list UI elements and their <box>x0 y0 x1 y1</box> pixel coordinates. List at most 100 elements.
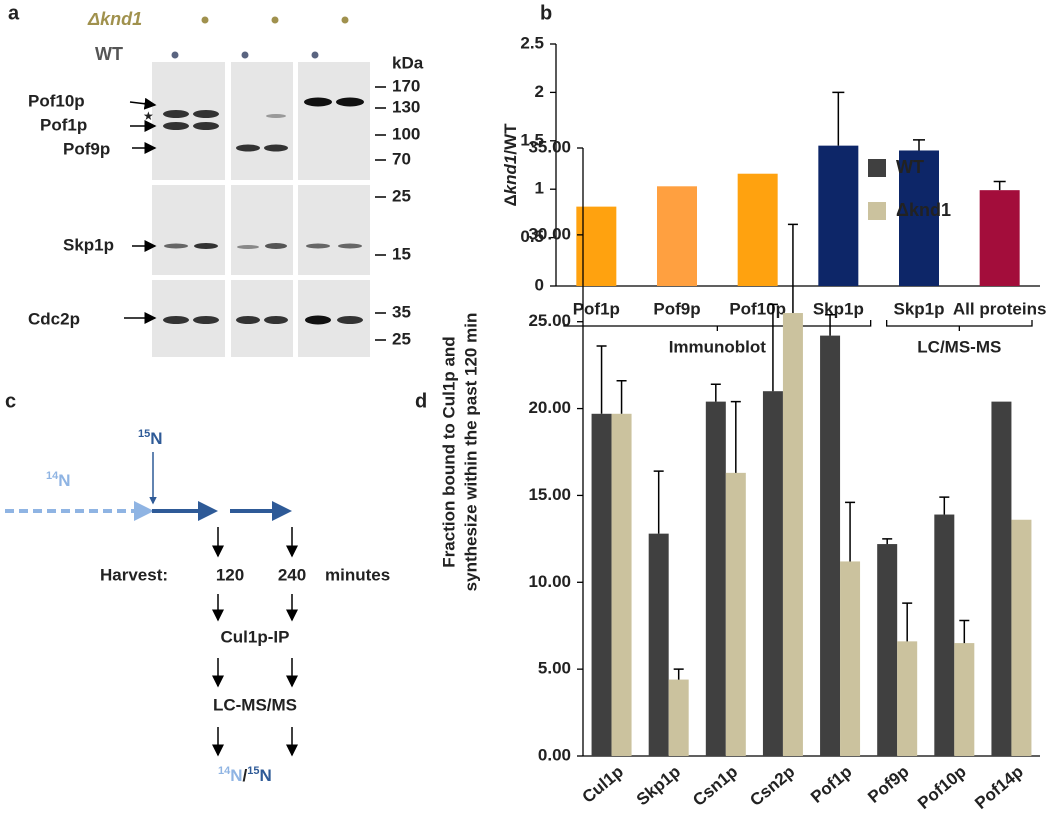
bar <box>782 313 803 756</box>
harvest-label: Harvest: <box>100 565 168 584</box>
bar <box>934 514 955 756</box>
protein-label: Cdc2p <box>28 309 80 328</box>
bar <box>725 472 746 756</box>
bar <box>648 533 669 756</box>
error-bar <box>787 223 798 314</box>
y-tick-label: 10.00 <box>528 572 571 591</box>
y-axis-label: synthesize within the past 120 min <box>461 313 480 592</box>
bar <box>576 206 617 286</box>
y-tick-label: 2.5 <box>520 33 544 52</box>
bar <box>611 413 632 756</box>
panel-label: b <box>540 2 552 24</box>
protein-label: Pof1p <box>40 115 87 134</box>
y-tick-label: 1.5 <box>520 130 544 149</box>
x-tick-label: Csn2p <box>746 762 798 810</box>
legend-label: Δknd1 <box>896 200 951 220</box>
x-tick-label: Pof9p <box>653 299 700 318</box>
x-tick-label: Pof1p <box>573 299 620 318</box>
bar <box>877 544 898 756</box>
blot-bands <box>163 97 364 325</box>
isotope-label: 14N <box>46 470 71 491</box>
panel-label: c <box>5 390 16 412</box>
blot-panel: Δknd1 WT kDa 170 130 100 <box>28 9 424 357</box>
error-bar <box>832 91 845 146</box>
step-label: Cul1p-IP <box>221 627 290 646</box>
unit-label: minutes <box>325 565 390 584</box>
star: ★ <box>143 109 154 123</box>
y-tick-label: 35.00 <box>528 137 571 156</box>
bar <box>979 190 1020 286</box>
bar <box>820 335 841 756</box>
error-bar <box>939 496 950 515</box>
x-tick-label: Skp1p <box>813 299 864 318</box>
marker-label: 170 <box>392 76 420 95</box>
y-tick-label: 5.00 <box>538 659 571 678</box>
marker-label: 35 <box>392 302 411 321</box>
marker-label: 70 <box>392 149 411 168</box>
y-tick-label: 1 <box>535 179 544 198</box>
blot-arrows <box>124 97 157 324</box>
time-label: 120 <box>216 565 244 584</box>
y-tick-label: 0.00 <box>538 745 571 764</box>
error-bar <box>730 400 741 473</box>
x-tick-label: Pof1p <box>807 762 855 807</box>
marker-label: 25 <box>392 186 411 205</box>
diagram: 15N 14N Harvest: 120 240 minutes Cul1p-I… <box>5 428 390 786</box>
strain-label: WT <box>95 44 123 64</box>
x-tick-label: Cul1p <box>579 762 627 807</box>
error-bar <box>653 470 664 534</box>
legend-swatch <box>868 202 886 220</box>
time-label: 240 <box>278 565 306 584</box>
bar <box>991 401 1012 756</box>
error-bar <box>913 139 925 151</box>
error-bar <box>882 538 893 545</box>
error-bar <box>845 501 856 562</box>
protein-label: Pof10p <box>28 91 85 110</box>
group-bracket <box>886 320 1033 331</box>
error-bar <box>710 383 721 402</box>
error-bar <box>596 345 607 414</box>
flow-arrows <box>212 527 298 757</box>
y-tick-label: 2 <box>535 82 544 101</box>
bar <box>705 401 726 756</box>
x-tick-label: All proteins <box>953 299 1047 318</box>
y-tick-label: 25.00 <box>528 311 571 330</box>
bar <box>737 173 778 286</box>
strain-label: Δknd1 <box>87 9 142 29</box>
bar <box>840 561 861 756</box>
isotope-label: 15N <box>138 428 163 449</box>
ratio-label: 14N/15N <box>218 765 272 786</box>
group-label: LC/MS-MS <box>917 337 1001 356</box>
x-tick-label: Pof10p <box>729 299 786 318</box>
bar <box>668 679 689 756</box>
bar <box>897 641 918 756</box>
bar <box>591 413 612 756</box>
strain-dots <box>201 16 349 24</box>
legend-label: WT <box>896 157 924 177</box>
panel-label: a <box>8 2 20 24</box>
marker-label: 100 <box>392 124 420 143</box>
x-tick-label: Pof9p <box>864 762 912 807</box>
legend-swatch <box>868 159 886 177</box>
bar <box>657 186 697 286</box>
bar <box>818 145 859 286</box>
bar <box>899 150 939 286</box>
error-bar <box>825 314 836 336</box>
protein-label: Pof9p <box>63 139 110 158</box>
panel-label: d <box>415 390 427 412</box>
x-tick-label: Skp1p <box>893 299 944 318</box>
y-tick-label: 0.5 <box>520 227 544 246</box>
marker-label: 130 <box>392 97 420 116</box>
step-label: LC-MS/MS <box>213 695 297 714</box>
error-bar <box>902 602 913 642</box>
error-bar <box>993 180 1006 191</box>
y-tick-label: 20.00 <box>528 398 571 417</box>
error-bar <box>616 380 627 414</box>
x-tick-label: Csn1p <box>689 762 741 810</box>
error-bar <box>673 668 684 680</box>
kda-label: kDa <box>392 53 424 72</box>
error-bar <box>767 303 778 392</box>
protein-label: Skp1p <box>63 235 114 254</box>
group-bracket <box>563 320 872 331</box>
